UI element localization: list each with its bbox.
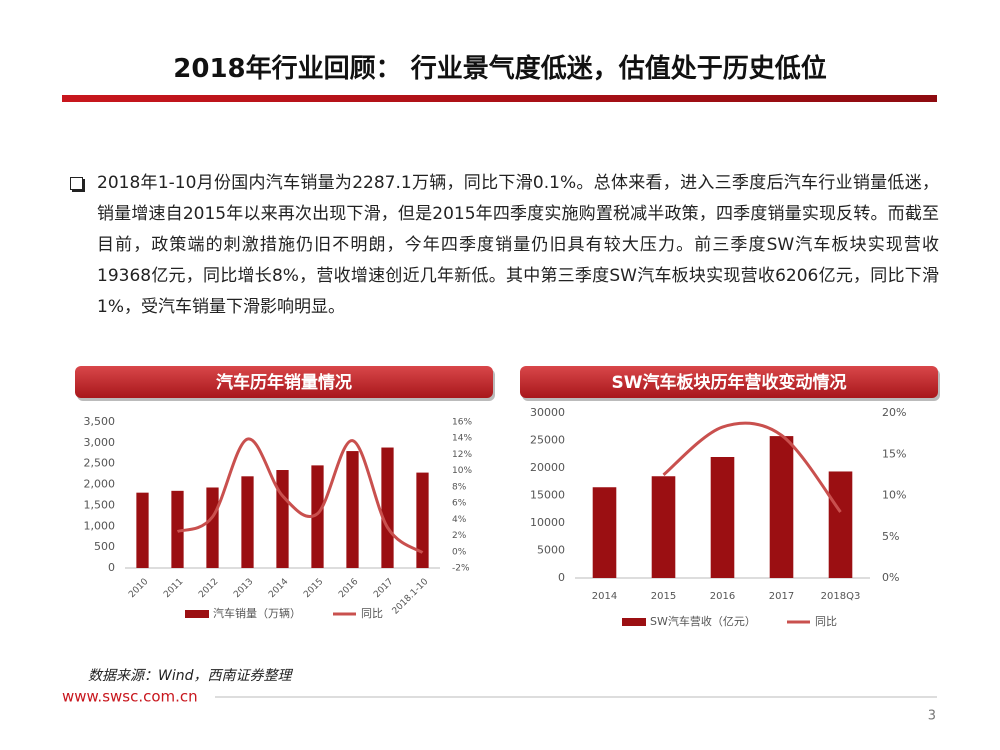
x-tick-label: 2017 xyxy=(769,591,794,602)
y-tick-label: 2,000 xyxy=(84,478,116,491)
y2-tick-label: 8% xyxy=(452,482,467,492)
x-tick-label: 2017 xyxy=(372,577,395,600)
body-text: 2018年1-10月份国内汽车销量为2287.1万辆，同比下滑0.1%。总体来看… xyxy=(97,173,939,317)
bar xyxy=(828,471,853,578)
x-tick-label: 2016 xyxy=(710,591,735,602)
x-tick-label: 2018.1-10 xyxy=(391,577,431,617)
y-tick-label: 15000 xyxy=(530,489,565,502)
banner xyxy=(520,366,938,398)
source: 数据来源：Wind，西南证券整理 xyxy=(88,668,293,684)
y2-tick-label: 5% xyxy=(882,530,899,543)
x-tick-label: 2014 xyxy=(592,591,617,602)
line xyxy=(176,437,424,554)
bar xyxy=(651,476,676,578)
y-tick-label: 0 xyxy=(108,561,115,574)
legend-label: SW汽车营收（亿元） xyxy=(650,614,756,628)
y-tick-label: 25000 xyxy=(530,434,565,447)
bar xyxy=(311,465,324,568)
bar xyxy=(241,476,254,568)
bar xyxy=(769,436,794,578)
bar xyxy=(346,451,359,568)
url: www.swsc.com.cn xyxy=(62,688,198,706)
y-tick-label: 10000 xyxy=(530,516,565,529)
y-tick-label: 5000 xyxy=(537,544,565,557)
x-tick-label: 2014 xyxy=(267,577,290,600)
banner xyxy=(75,366,493,398)
bar xyxy=(710,457,735,578)
x-tick-label: 2015 xyxy=(302,577,325,600)
y-tick-label: 3,000 xyxy=(84,436,116,449)
y-tick-label: 1,000 xyxy=(84,519,116,532)
y2-tick-label: 6% xyxy=(452,499,467,509)
x-tick-label: 2010 xyxy=(127,577,150,600)
legend-label: 汽车销量（万辆） xyxy=(213,606,301,620)
x-tick-label: 2018Q3 xyxy=(821,591,861,602)
y2-tick-label: 2% xyxy=(452,531,467,541)
y2-tick-label: 15% xyxy=(882,447,906,460)
slide-title: 2018年行业回顾： 行业景气度低迷，估值处于历史低位 xyxy=(173,54,827,84)
y-tick-label: 30000 xyxy=(530,406,565,419)
y2-tick-label: 16% xyxy=(452,418,472,428)
bar xyxy=(171,490,184,568)
x-tick-label: 2012 xyxy=(197,577,220,600)
x-tick-label: 2016 xyxy=(337,577,360,600)
y-tick-label: 500 xyxy=(94,540,115,553)
y2-tick-label: 20% xyxy=(882,406,906,419)
y2-tick-label: 4% xyxy=(452,515,467,525)
y2-tick-label: 0% xyxy=(452,547,467,557)
x-tick-label: 2013 xyxy=(232,577,255,600)
bar xyxy=(276,470,289,568)
bullet xyxy=(70,177,83,190)
y-tick-label: 0 xyxy=(558,571,565,584)
chart-title: 汽车历年销量情况 xyxy=(216,372,352,393)
y2-tick-label: 12% xyxy=(452,450,472,460)
y2-tick-label: 10% xyxy=(882,489,906,502)
line xyxy=(662,421,842,513)
y2-tick-label: 14% xyxy=(452,434,472,444)
y-tick-label: 20000 xyxy=(530,461,565,474)
x-tick-label: 2011 xyxy=(162,577,185,600)
y2-tick-label: 0% xyxy=(882,571,899,584)
legend-label: 同比 xyxy=(815,615,837,628)
y-tick-label: 2,500 xyxy=(84,457,116,470)
legend-swatch xyxy=(622,618,646,626)
title-rule xyxy=(62,95,937,102)
y-tick-label: 1,500 xyxy=(84,498,116,511)
y-tick-label: 3,500 xyxy=(84,415,116,428)
legend-label: 同比 xyxy=(361,607,383,620)
bar xyxy=(416,472,429,568)
y2-tick-label: -2% xyxy=(452,564,470,574)
bar xyxy=(381,447,394,568)
y2-tick-label: 10% xyxy=(452,466,472,476)
bar xyxy=(136,492,149,568)
page-number: 3 xyxy=(928,709,936,724)
x-tick-label: 2015 xyxy=(651,591,676,602)
bar xyxy=(592,487,617,578)
chart-title: SW汽车板块历年营收变动情况 xyxy=(612,372,847,393)
legend-swatch xyxy=(185,610,209,618)
bar xyxy=(206,487,219,568)
